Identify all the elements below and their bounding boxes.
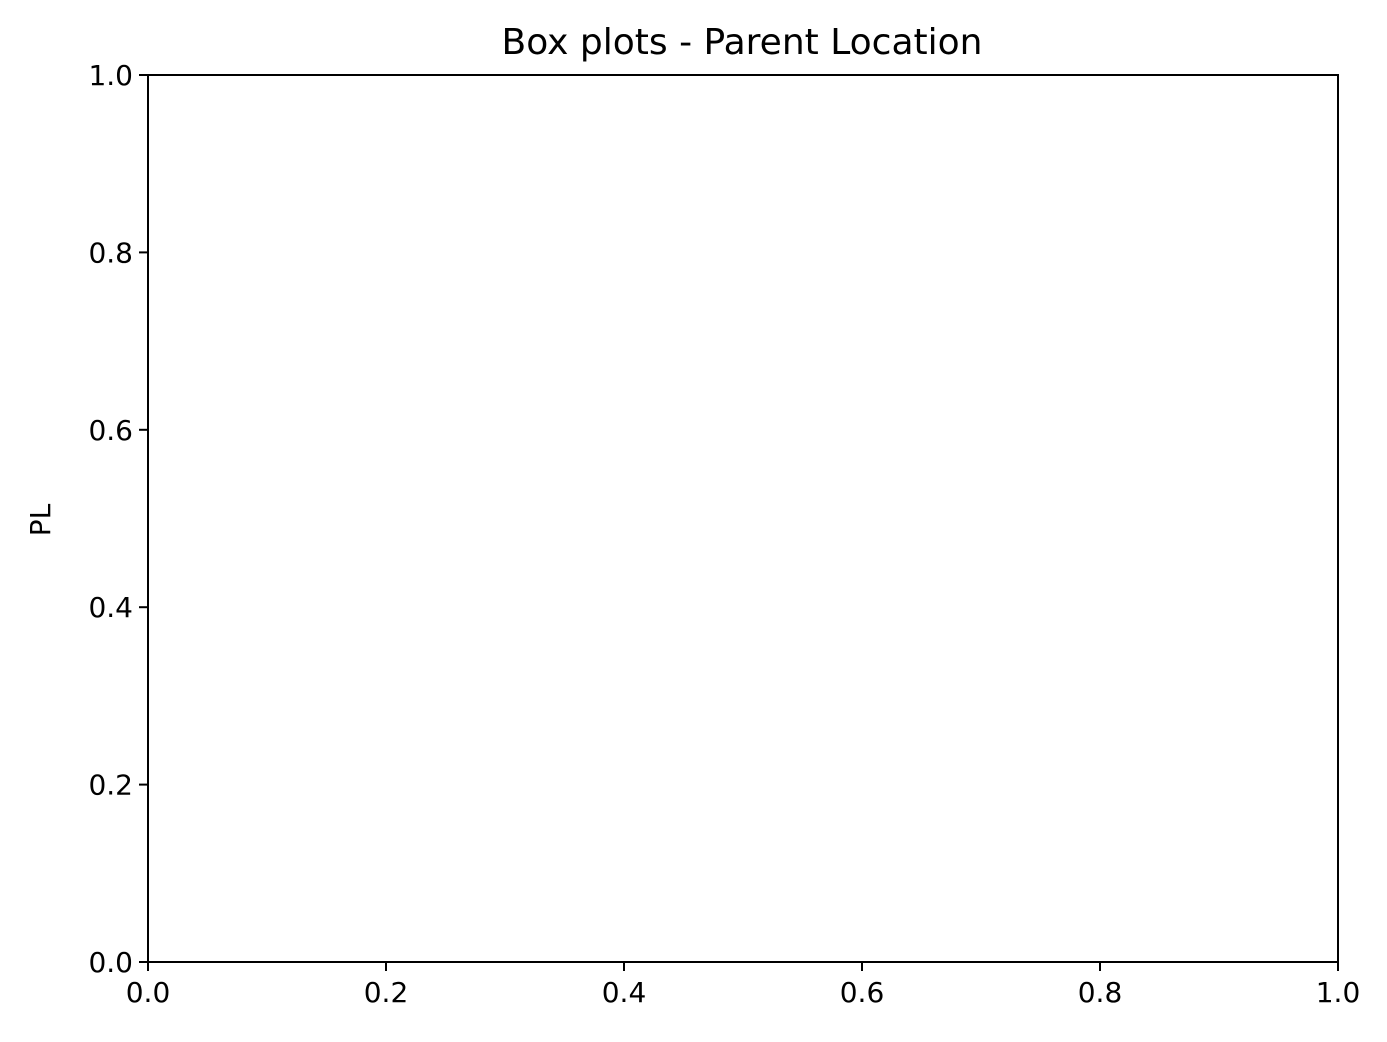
- x-tick-label: 0.6: [840, 976, 885, 1009]
- y-tick-label: 0.0: [88, 946, 133, 979]
- chart-title: Box plots - Parent Location: [502, 22, 983, 63]
- y-tick-label: 1.0: [88, 59, 133, 92]
- y-tick-label: 0.4: [88, 591, 133, 624]
- plot-area: [147, 74, 1339, 963]
- x-tick-label: 0.0: [126, 976, 171, 1009]
- x-tick-label: 0.2: [364, 976, 409, 1009]
- y-tick-label: 0.8: [88, 236, 133, 269]
- x-axis-ticks: 0.0 0.2 0.4 0.6 0.8 1.0: [126, 962, 1361, 1009]
- x-tick-label: 1.0: [1316, 976, 1361, 1009]
- x-tick-label: 0.8: [1078, 976, 1123, 1009]
- y-axis-label: PL: [24, 503, 57, 536]
- x-tick-label: 0.4: [602, 976, 647, 1009]
- y-tick-label: 0.6: [88, 414, 133, 447]
- y-axis-ticks: 0.0 0.2 0.4 0.6 0.8 1.0: [88, 59, 148, 979]
- y-tick-label: 0.2: [88, 769, 133, 802]
